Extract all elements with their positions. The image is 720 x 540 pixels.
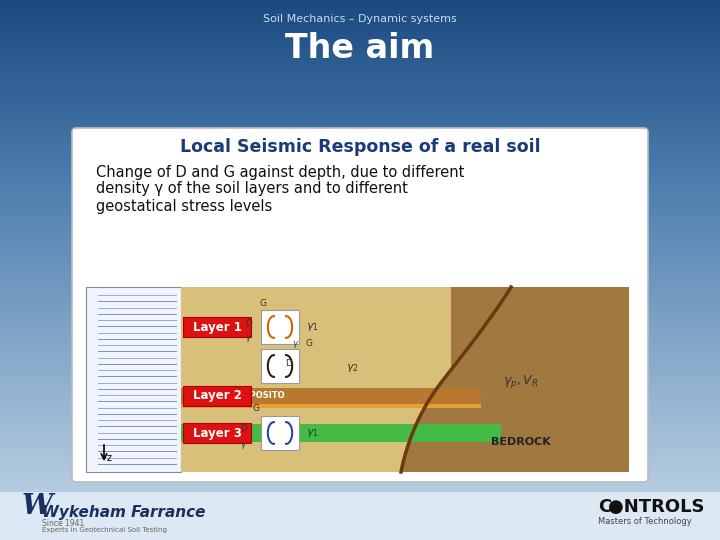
Text: density γ of the soil layers and to different: density γ of the soil layers and to diff… — [96, 181, 408, 197]
Text: Local Seismic Response of a real soil: Local Seismic Response of a real soil — [180, 138, 540, 156]
Text: $\gamma_1$: $\gamma_1$ — [306, 321, 319, 333]
Bar — [181, 287, 629, 472]
Text: Layer 3: Layer 3 — [192, 427, 241, 440]
Text: G: G — [253, 404, 259, 413]
Text: G: G — [305, 339, 312, 348]
Text: Layer 2: Layer 2 — [192, 389, 241, 402]
Bar — [183, 386, 251, 406]
Polygon shape — [401, 287, 629, 472]
Text: The aim: The aim — [285, 31, 435, 64]
FancyBboxPatch shape — [72, 128, 648, 482]
Bar — [181, 404, 481, 408]
Text: geostatical stress levels: geostatical stress levels — [96, 199, 272, 213]
Text: D: D — [246, 319, 253, 328]
Text: Soil Mechanics – Dynamic systems: Soil Mechanics – Dynamic systems — [263, 14, 457, 24]
Bar — [261, 416, 299, 450]
Text: $\gamma$: $\gamma$ — [246, 333, 253, 344]
Text: G: G — [259, 299, 266, 308]
Text: $\gamma_2$: $\gamma_2$ — [346, 362, 359, 374]
Text: D: D — [240, 424, 248, 433]
Text: Change of D and G against depth, due to different: Change of D and G against depth, due to … — [96, 165, 464, 179]
Text: ●NTROLS: ●NTROLS — [608, 498, 704, 516]
Bar — [451, 287, 629, 472]
Text: BEDROCK: BEDROCK — [491, 437, 551, 447]
Text: Experts in Geotechnical Soil Testing: Experts in Geotechnical Soil Testing — [42, 527, 167, 533]
Text: W: W — [22, 492, 53, 519]
Text: $\gamma$: $\gamma$ — [292, 339, 300, 350]
Text: D: D — [286, 359, 292, 368]
Bar — [86, 287, 181, 472]
Text: z: z — [107, 453, 112, 463]
Text: $\gamma_p, V_R$: $\gamma_p, V_R$ — [503, 374, 539, 390]
Text: $\gamma$: $\gamma$ — [240, 440, 248, 451]
Bar — [181, 424, 501, 442]
Bar — [261, 310, 299, 344]
Text: DEPOSITO: DEPOSITO — [237, 392, 285, 401]
Text: Masters of Technology: Masters of Technology — [598, 517, 692, 526]
Bar — [0, 492, 720, 540]
Bar — [183, 317, 251, 337]
Bar — [261, 349, 299, 383]
Bar — [181, 388, 481, 404]
Text: Wykeham Farrance: Wykeham Farrance — [42, 504, 205, 519]
Text: C: C — [598, 498, 611, 516]
Text: Layer 1: Layer 1 — [192, 321, 241, 334]
Bar — [183, 423, 251, 443]
Text: Since 1941: Since 1941 — [42, 519, 84, 529]
Text: $\gamma_1$: $\gamma_1$ — [306, 427, 319, 439]
Text: ᴷ: ᴷ — [22, 506, 34, 516]
